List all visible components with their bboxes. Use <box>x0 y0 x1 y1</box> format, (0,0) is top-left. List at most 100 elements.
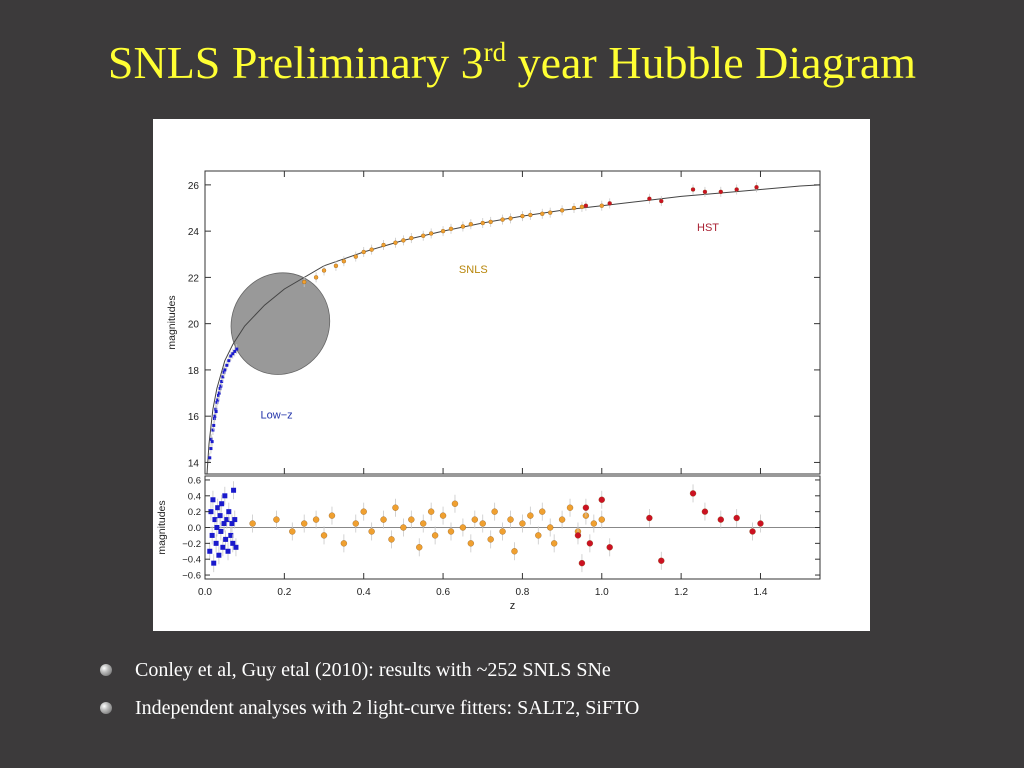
hubble-ytick-label: 20 <box>188 320 200 331</box>
hubble-point-snls <box>333 263 339 268</box>
res-point-snls <box>273 516 280 523</box>
hubble-point-lowz <box>233 349 237 353</box>
hubble-ytick-label: 16 <box>188 412 200 423</box>
res-point-snls <box>507 516 514 523</box>
hubble-point-snls <box>520 213 525 219</box>
xtick-label: 0.4 <box>357 587 371 598</box>
hubble-ytick-label: 14 <box>188 458 200 469</box>
res-point-lowz <box>229 521 235 527</box>
res-point-lowz <box>221 521 227 527</box>
hubble-point-snls <box>369 247 374 252</box>
hubble-point-snls <box>468 222 473 227</box>
res-ylabel: magnitudes <box>156 500 168 554</box>
hubble-ytick-label: 24 <box>188 227 200 238</box>
hubble-point-hst <box>607 201 612 206</box>
bullet-list: Conley et al, Guy etal (2010): results w… <box>100 655 1000 731</box>
hubble-point-hst <box>718 189 723 194</box>
res-point-hst <box>598 496 605 503</box>
res-point-snls <box>566 504 574 511</box>
res-point-hst <box>582 504 590 511</box>
res-point-lowz <box>232 517 238 523</box>
xlabel: z <box>510 600 516 612</box>
res-point-lowz <box>220 544 226 550</box>
hubble-point-snls <box>429 231 434 236</box>
res-point-lowz <box>222 493 228 499</box>
slide-title: SNLS Preliminary 3rd year Hubble Diagram <box>0 37 1024 89</box>
res-point-snls <box>388 536 395 543</box>
hubble-point-lowz <box>210 440 214 444</box>
hubble-point-snls <box>393 240 398 245</box>
hubble-chart: Low−z SNLS HST 14 16 18 20 22 24 26 0.6 0.4 0.2 0.0 −0… <box>156 170 821 612</box>
res-point-snls <box>320 532 328 539</box>
hubble-point-snls <box>361 249 366 255</box>
hubble-point-lowz <box>214 410 218 414</box>
hubble-point-lowz <box>209 447 213 451</box>
hubble-point-snls <box>448 226 454 231</box>
hubble-point-snls <box>559 208 565 213</box>
hubble-point-lowz <box>213 414 217 418</box>
hubble-point-snls <box>381 242 386 248</box>
hubble-point-lowz <box>221 375 225 379</box>
hubble-point-lowz <box>227 359 231 363</box>
res-point-snls <box>467 540 474 547</box>
res-point-snls <box>459 524 467 531</box>
bullet-item: Independent analyses with 2 light-curve … <box>100 693 1000 731</box>
res-point-snls <box>368 528 375 535</box>
hubble-point-lowz <box>216 398 220 402</box>
xtick-label: 0.8 <box>515 587 529 598</box>
res-point-snls <box>471 516 478 523</box>
res-ytick-label: 0.6 <box>188 475 201 486</box>
res-point-hst <box>606 544 613 551</box>
hubble-point-lowz <box>208 456 212 460</box>
hubble-ylabel: magnitudes <box>166 295 178 349</box>
series-annotation: Low−z <box>261 409 293 421</box>
hubble-ytick-label: 26 <box>188 181 200 192</box>
xtick-label: 0.2 <box>277 587 291 598</box>
res-point-lowz <box>213 540 219 546</box>
res-point-snls <box>451 500 459 507</box>
res-point-lowz <box>223 536 229 542</box>
hubble-point-snls <box>421 233 426 238</box>
res-point-snls <box>535 532 542 539</box>
hubble-point-lowz <box>225 363 229 367</box>
highlight-ellipse <box>230 272 331 375</box>
res-point-snls <box>447 528 455 535</box>
hubble-point-lowz <box>216 393 220 397</box>
res-point-snls <box>527 512 534 519</box>
hubble-point-lowz <box>231 352 235 356</box>
res-point-hst <box>701 508 709 515</box>
hubble-point-snls <box>409 235 414 241</box>
res-point-hst <box>574 532 582 539</box>
hubble-point-snls <box>313 275 319 280</box>
res-point-snls <box>408 516 415 523</box>
title-main: SNLS Preliminary 3 <box>107 37 484 88</box>
bullet-text: Independent analyses with 2 light-curve … <box>135 697 640 719</box>
res-point-lowz <box>225 548 231 554</box>
res-point-snls <box>519 520 526 527</box>
res-point-lowz <box>228 532 234 538</box>
res-point-hst <box>733 514 740 522</box>
res-point-snls <box>428 508 435 515</box>
res-point-lowz <box>214 525 220 530</box>
series-annotation: HST <box>697 222 719 234</box>
res-point-snls <box>360 508 367 515</box>
res-point-snls <box>328 512 336 519</box>
xtick-label: 1.0 <box>595 587 609 598</box>
res-point-lowz <box>215 505 221 511</box>
res-ytick-label: −0.6 <box>182 571 201 582</box>
bullet-item: Conley et al, Guy etal (2010): results w… <box>100 655 1000 693</box>
res-point-snls <box>340 540 348 547</box>
title-end: year Hubble Diagram <box>506 37 917 88</box>
res-point-hst <box>658 557 665 564</box>
res-point-snls <box>511 548 518 555</box>
hubble-point-lowz <box>215 400 219 404</box>
xtick-label: 1.4 <box>754 587 768 598</box>
res-ytick-label: 0.2 <box>188 507 201 518</box>
hubble-point-lowz <box>212 423 216 427</box>
hubble-point-lowz <box>217 391 221 395</box>
res-point-lowz <box>217 513 223 519</box>
hubble-ytick-label: 22 <box>188 273 200 284</box>
hubble-point-snls <box>548 210 553 215</box>
res-point-hst <box>646 514 653 522</box>
res-point-lowz <box>224 517 230 523</box>
